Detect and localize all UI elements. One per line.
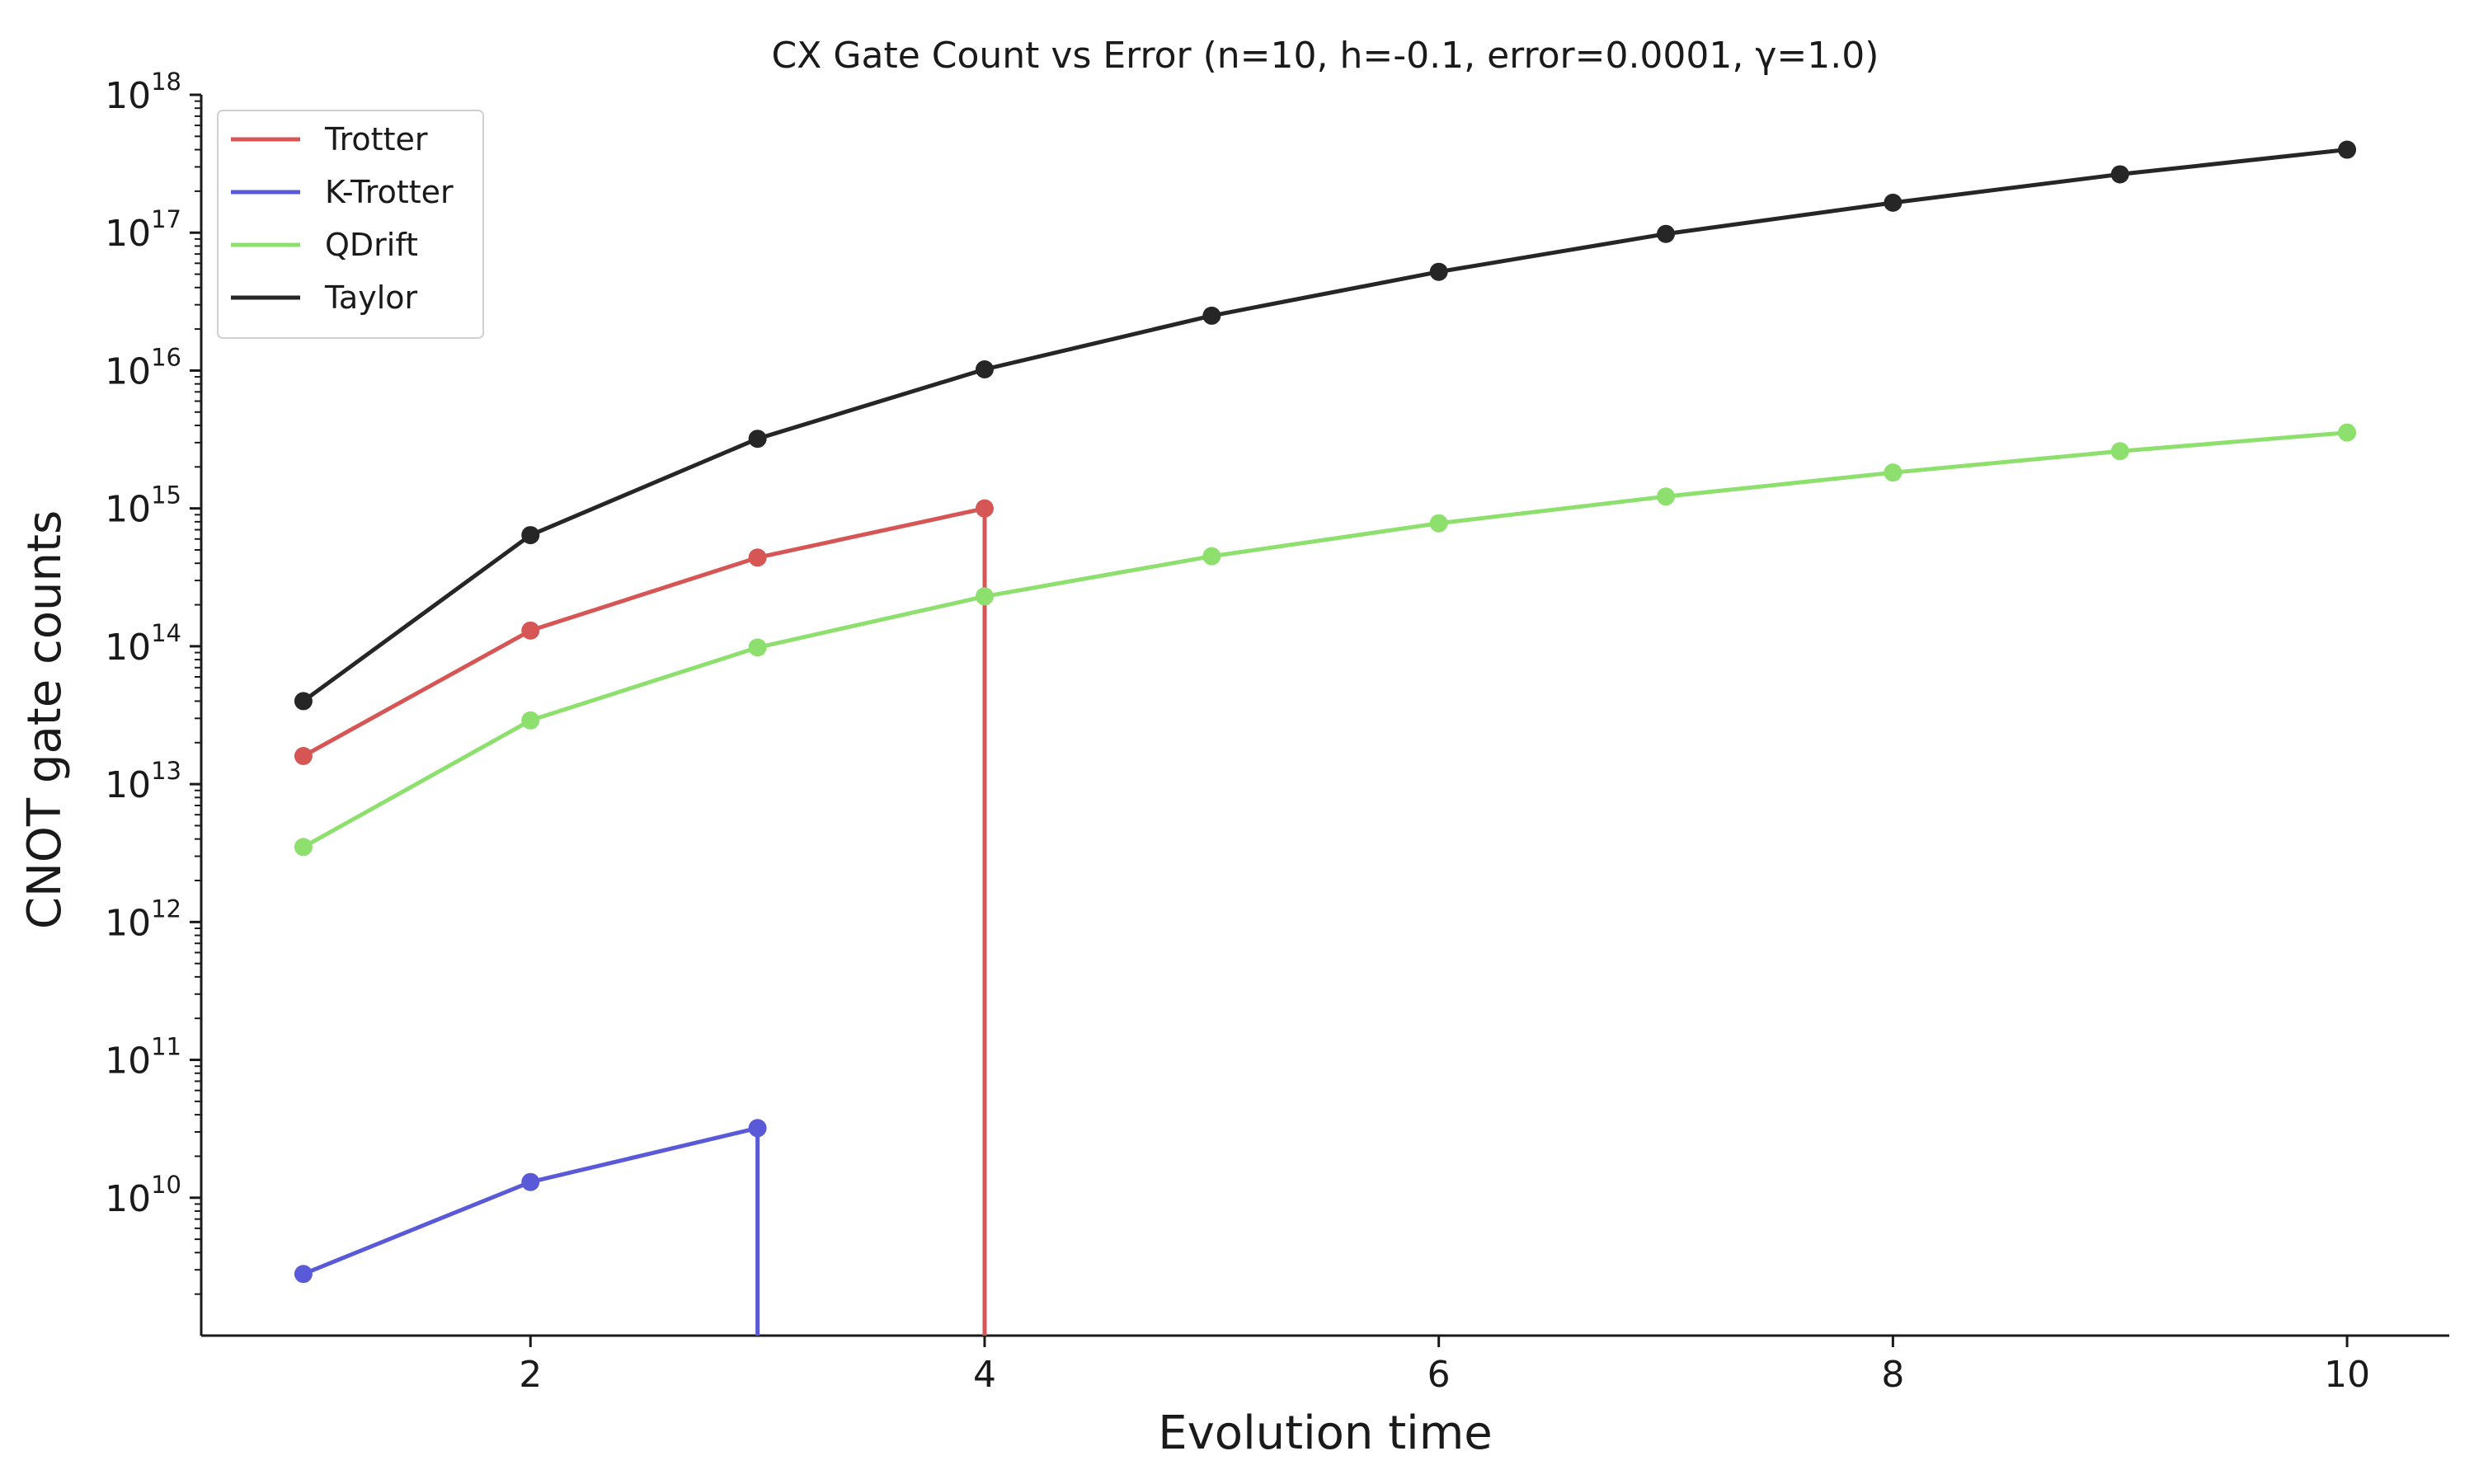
data-point xyxy=(1657,224,1676,243)
data-point xyxy=(1202,547,1221,566)
legend-label: QDrift xyxy=(325,227,418,263)
y-tick-label: 1014 xyxy=(105,619,181,669)
data-point xyxy=(294,838,313,857)
y-tick-label: 1015 xyxy=(105,481,181,531)
legend-item: Trotter xyxy=(231,121,428,157)
series-k-trotter xyxy=(294,1119,767,1336)
series-line xyxy=(302,148,2348,703)
data-point xyxy=(975,587,994,606)
legend-label: Trotter xyxy=(324,121,428,157)
data-point xyxy=(748,1119,767,1138)
data-point xyxy=(2338,140,2357,159)
y-tick-label: 1016 xyxy=(105,343,181,392)
data-point xyxy=(294,692,313,711)
series-taylor xyxy=(294,140,2357,711)
data-point xyxy=(1657,487,1676,506)
x-tick-label: 10 xyxy=(2324,1354,2370,1396)
x-tick-label: 4 xyxy=(973,1354,996,1396)
data-point xyxy=(748,430,767,448)
y-tick-label: 1017 xyxy=(105,205,181,255)
data-point xyxy=(1429,514,1448,533)
data-point xyxy=(1884,463,1903,482)
series-layer xyxy=(294,140,2357,1336)
series-line xyxy=(302,1125,760,1336)
chart-title: CX Gate Count vs Error (n=10, h=-0.1, er… xyxy=(772,35,1879,77)
x-tick-label: 6 xyxy=(1427,1354,1451,1396)
data-point xyxy=(521,1172,540,1191)
data-point xyxy=(2110,442,2129,461)
legend-item: K-Trotter xyxy=(231,174,454,210)
data-point xyxy=(1202,306,1221,325)
data-point xyxy=(294,746,313,765)
data-point xyxy=(521,711,540,730)
series-trotter xyxy=(294,499,994,1336)
legend-label: K-Trotter xyxy=(325,174,454,210)
data-point xyxy=(748,548,767,567)
x-tick-label: 8 xyxy=(1881,1354,1904,1396)
legend-item: QDrift xyxy=(231,227,418,263)
data-point xyxy=(975,499,994,518)
data-point xyxy=(1429,262,1448,281)
axes: 2 4 6 8 101010101110121013101410151016101710… xyxy=(105,68,2449,1396)
data-point xyxy=(521,621,540,640)
series-line xyxy=(302,430,2348,849)
legend-box xyxy=(217,110,484,339)
legend-label: Taylor xyxy=(324,279,418,316)
y-tick-label: 1013 xyxy=(105,757,181,806)
y-tick-label: 1010 xyxy=(105,1171,181,1220)
data-point xyxy=(975,360,994,379)
series-qdrift xyxy=(294,423,2357,857)
y-tick-label: 1011 xyxy=(105,1033,181,1082)
data-point xyxy=(294,1265,313,1284)
legend: Trotter K-Trotter QDrift Taylor xyxy=(217,110,484,339)
y-axis-label: CNOT gate counts xyxy=(18,510,72,929)
data-point xyxy=(1884,193,1903,212)
data-point xyxy=(2338,423,2357,442)
series-line xyxy=(302,506,987,1336)
x-axis-label: Evolution time xyxy=(1158,1407,1492,1460)
data-point xyxy=(2110,165,2129,184)
y-tick-label: 1018 xyxy=(105,68,181,117)
x-tick-label: 2 xyxy=(519,1354,542,1396)
legend-item: Taylor xyxy=(231,279,418,316)
data-point xyxy=(748,638,767,657)
y-tick-label: 1012 xyxy=(105,895,181,944)
data-point xyxy=(521,526,540,545)
